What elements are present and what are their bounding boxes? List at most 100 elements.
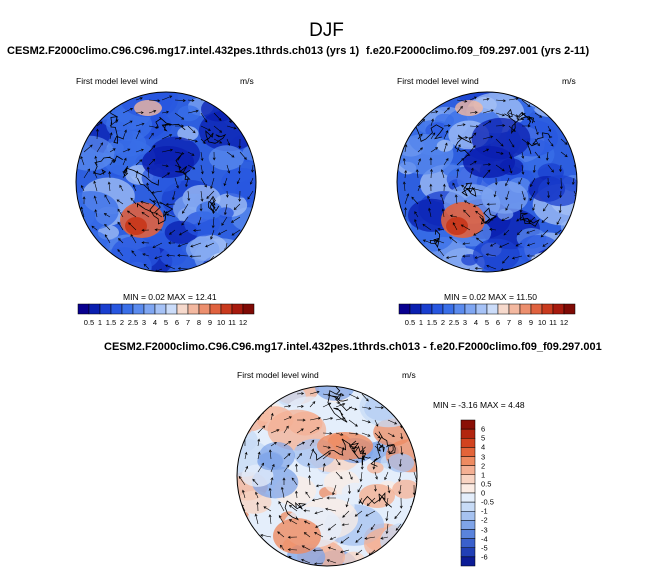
panel3-polar-map [236, 385, 418, 567]
panel2-units-label: m/s [562, 76, 576, 86]
colorbar-tick-label: -3 [481, 525, 488, 534]
colorbar-tick-label: 9 [528, 318, 534, 327]
colorbar-tick-label: 5 [484, 318, 490, 327]
colorbar-tick-label: -0.5 [481, 497, 494, 507]
colorbar-swatch [77, 303, 90, 315]
colorbar-swatches [398, 303, 576, 315]
colorbar-swatch [242, 303, 255, 315]
colorbar-tick-label: 3 [481, 452, 486, 461]
colorbar-swatch [99, 303, 112, 315]
colorbar-tick-label: 9 [207, 318, 213, 327]
colorbar-tick-label: 2 [440, 318, 446, 327]
colorbar-swatch [508, 303, 521, 315]
colorbar-swatch [220, 303, 233, 315]
colorbar-swatch [110, 303, 123, 315]
colorbar-swatch [552, 303, 565, 315]
colorbar-swatch [460, 520, 476, 530]
colorbar-swatch [460, 474, 476, 485]
colorbar-tick-label: 6 [174, 318, 180, 327]
colorbar-swatch [475, 303, 488, 315]
panel1-min-max: MIN = 0.02 MAX = 12.41 [123, 292, 217, 302]
panel2-polar-map [396, 91, 578, 273]
colorbar-swatch [460, 547, 476, 558]
panel1-case-title: CESM2.F2000climo.C96.C96.mg17.intel.432p… [7, 45, 360, 57]
colorbar-swatches [460, 419, 476, 567]
panel1-field-label: First model level wind [76, 76, 158, 86]
colorbar-tick-label: 1 [97, 318, 103, 327]
colorbar-swatch [460, 529, 476, 539]
colorbar-tick-label: 6 [481, 424, 486, 434]
colorbar-tick-label: 2.5 [127, 318, 139, 327]
colorbar-tick-label: -2 [481, 515, 488, 525]
panel3-min-max: MIN = -3.16 MAX = 4.48 [433, 400, 525, 410]
colorbar-swatch [460, 483, 476, 494]
colorbar-swatch [209, 303, 222, 315]
colorbar-swatch [176, 303, 189, 315]
colorbar-swatch [460, 538, 476, 548]
colorbar-swatch [563, 303, 576, 315]
colorbar-swatch [231, 303, 244, 315]
colorbar-swatch [453, 303, 466, 315]
colorbar-swatch [143, 303, 156, 315]
colorbar-swatch [132, 303, 145, 315]
colorbar-swatch [530, 303, 543, 315]
panel1-polar-map [75, 91, 257, 273]
colorbar-tick-label: -5 [481, 543, 488, 553]
colorbar-tick-label: 2 [119, 318, 125, 327]
colorbar-tick-label: 12 [559, 318, 569, 327]
colorbar-tick-label: 0.5 [404, 318, 416, 327]
colorbar-tick-label: 11 [228, 318, 236, 327]
colorbar-tick-label: 1.5 [105, 318, 117, 327]
colorbar-swatch [460, 447, 476, 457]
panel2-colorbar: 0.5 1 1.5 2 2.5 3 4 5 6 7 8 9 10 11 12 [398, 303, 576, 332]
panel2-min-max: MIN = 0.02 MAX = 11.50 [444, 292, 537, 302]
colorbar-tick-label: 5 [481, 433, 486, 443]
colorbar-tick-label: 0.5 [83, 318, 95, 327]
colorbar-tick-label: 10 [537, 318, 547, 327]
colorbar-tick-label: 3 [462, 318, 468, 327]
colorbar-tick-label: 4 [481, 442, 486, 452]
colorbar-swatch [198, 303, 211, 315]
colorbar-swatch [460, 511, 476, 521]
colorbar-tick-label: 5 [163, 318, 169, 327]
colorbar-swatch [121, 303, 134, 315]
colorbar-swatch [460, 556, 476, 567]
colorbar-tick-label: 8 [196, 318, 202, 327]
colorbar-tick-label: 1 [418, 318, 424, 327]
colorbar-swatch [464, 303, 477, 315]
colorbar-tick-label: -6 [481, 552, 488, 562]
colorbar-swatch [486, 303, 499, 315]
colorbar-tick-label: 6 [495, 318, 501, 327]
colorbar-tick-label: 4 [473, 318, 479, 327]
colorbar-tick-label: 10 [216, 318, 226, 327]
colorbar-swatch [398, 303, 411, 315]
colorbar-swatch [88, 303, 101, 315]
colorbar-tick-label: -1 [481, 506, 488, 516]
colorbar-swatch [154, 303, 167, 315]
colorbar-swatch [431, 303, 444, 315]
panel3-colorbar: 6 5 4 3 2 1 0.5 0 -0.5 -1 -2 -3 -4 -5 -6 [460, 419, 501, 567]
colorbar-tick-label: 12 [238, 318, 248, 327]
colorbar-swatch [460, 501, 476, 512]
colorbar-swatch [420, 303, 433, 315]
colorbar-swatch [460, 428, 476, 439]
colorbar-tick-label: 0.5 [481, 479, 492, 489]
panel3-case-title: CESM2.F2000climo.C96.C96.mg17.intel.432p… [104, 341, 602, 353]
colorbar-tick-label: 7 [185, 318, 191, 327]
colorbar-tick-label: 4 [152, 318, 158, 327]
colorbar-swatch [460, 438, 476, 448]
colorbar-swatches [77, 303, 255, 315]
colorbar-swatch [165, 303, 178, 315]
colorbar-tick-label: 3 [141, 318, 147, 327]
panel2-field-label: First model level wind [397, 76, 479, 86]
panel1-colorbar: 0.5 1 1.5 2 2.5 3 4 5 6 7 8 9 10 11 12 [77, 303, 255, 332]
figure-title: DJF [309, 20, 344, 41]
colorbar-swatch [497, 303, 510, 315]
panel2-case-title: f.e20.F2000climo.f09_f09.297.001 (yrs 2-… [366, 45, 590, 57]
colorbar-tick-label: 1.5 [426, 318, 438, 327]
colorbar-swatch [460, 465, 476, 475]
colorbar-swatch [442, 303, 455, 315]
colorbar-tick-label: 1 [481, 470, 486, 480]
colorbar-swatch [460, 419, 476, 430]
panel1-units-label: m/s [240, 76, 254, 86]
